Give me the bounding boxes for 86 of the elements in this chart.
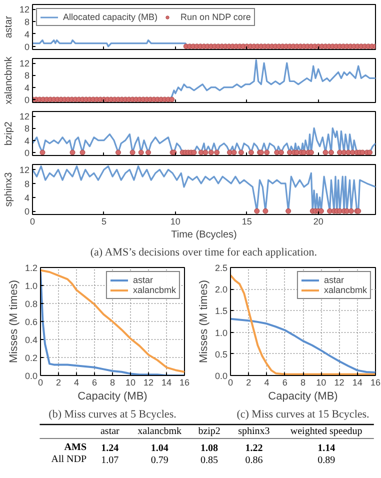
x-tick-label: 14 [161, 378, 172, 388]
y-tick-label: 1.2 [24, 263, 38, 273]
legend-label: Allocated capacity (MB) [63, 12, 158, 22]
y-tick-label: 0 [24, 94, 30, 105]
x-tick-label: 8 [110, 378, 116, 388]
y-tick-label: 8 [24, 70, 30, 81]
category-label: sphinx3 [238, 426, 270, 437]
x-tick-label: 6 [282, 378, 288, 388]
data-label: 1.04 [150, 443, 168, 454]
y-tick-label: 1.0 [24, 281, 38, 291]
y-tick-label: 4 [24, 136, 30, 146]
legend-label: astar [132, 275, 153, 285]
y-tick-label: 2.5 [214, 263, 228, 273]
x-tick-label: 10 [170, 216, 180, 226]
y-tick-label: 0.0 [24, 371, 38, 381]
x-tick-label: 4 [264, 378, 270, 388]
y-tick-label: 4 [24, 29, 30, 40]
y-tick-label: 0.6 [24, 317, 38, 327]
legend-label: xalancbmk [324, 285, 367, 295]
data-label: 1.22 [245, 443, 263, 454]
line-series [230, 318, 376, 374]
y-tick-label: 8 [24, 124, 30, 134]
x-tick-label: 10 [125, 378, 136, 388]
y-tick-label: 1.0 [214, 328, 228, 338]
category-label: xalancbmk [138, 426, 182, 437]
y-tick-label: 8 [24, 17, 30, 28]
data-label: 0.86 [245, 455, 263, 466]
y-axis-title: sphinx3 [3, 172, 14, 207]
x-axis-title: Capacity (MB) [78, 390, 148, 402]
category-label: bzip2 [198, 426, 220, 437]
text: All NDP [51, 454, 87, 465]
line-series [32, 127, 376, 154]
category-label: astar [100, 426, 120, 437]
y-tick-label: 0.0 [214, 371, 228, 381]
data-label: 1.24 [101, 443, 119, 454]
x-tick-label: 2 [56, 378, 62, 388]
x-tick-label: 12 [143, 378, 154, 388]
y-tick-label: 0.4 [24, 335, 38, 345]
x-tick-label: 4 [74, 378, 80, 388]
data-label: 0.85 [200, 455, 218, 466]
x-tick-label: 6 [92, 378, 98, 388]
x-tick-label: 16 [179, 378, 190, 388]
data-label: 0.79 [150, 455, 168, 466]
y-tick-label: 12 [19, 58, 30, 69]
x-tick-label: 20 [313, 216, 324, 226]
y-axis-title: Misses (M times) [198, 280, 210, 364]
y-axis-title: astar [3, 15, 14, 38]
x-tick-label: 2 [246, 378, 252, 388]
data-label: 0.89 [318, 455, 336, 466]
y-tick-label: 0.2 [24, 353, 38, 363]
x-tick-label: 16 [370, 378, 381, 388]
y-tick-label: 0 [24, 148, 30, 158]
y-tick-label: 0 [24, 206, 30, 217]
category-label: weighted speedup [290, 426, 362, 437]
y-tick-label: 0.8 [24, 299, 38, 309]
y-axis-title: Misses (M times) [8, 280, 20, 364]
y-axis-title: bzip2 [3, 121, 14, 146]
y-tick-label: 0.5 [214, 349, 228, 360]
y-tick-label: 1.5 [214, 306, 228, 316]
y-tick-label: 4 [24, 192, 30, 203]
text: (b) Miss curves at 5 Bcycles. [48, 408, 177, 420]
text: (a) AMS’s decisions over time for each application. [90, 246, 318, 258]
legend-label: astar [324, 275, 344, 285]
x-tick-label: 5 [101, 216, 106, 226]
x-tick-label: 8 [300, 378, 306, 388]
legend-label: xalancbmk [132, 285, 176, 295]
data-label: 1.08 [200, 443, 218, 454]
y-tick-label: 8 [24, 178, 30, 189]
x-tick-label: 14 [352, 378, 362, 388]
data-label: 1.14 [318, 443, 336, 454]
y-tick-label: 12 [19, 112, 30, 122]
y-tick-label: 12 [19, 165, 30, 176]
data-label: 1.07 [101, 455, 119, 466]
y-axis-title: xalancbmk [3, 56, 14, 104]
x-axis-title: Time (Bcycles) [171, 230, 237, 240]
x-axis-title: Capacity (MB) [268, 390, 338, 402]
x-tick-label: 10 [316, 378, 326, 388]
text: AMS [64, 442, 87, 453]
y-tick-label: 0 [24, 42, 30, 52]
y-tick-label: 4 [24, 82, 30, 93]
x-tick-label: 15 [242, 216, 252, 226]
text: (c) Miss curves at 15 Bcycles. [236, 408, 370, 420]
legend-label: Run on NDP core [180, 12, 251, 22]
y-tick-label: 2.0 [214, 284, 228, 295]
y-tick-label: 12 [19, 4, 30, 15]
x-tick-label: 12 [334, 378, 344, 388]
